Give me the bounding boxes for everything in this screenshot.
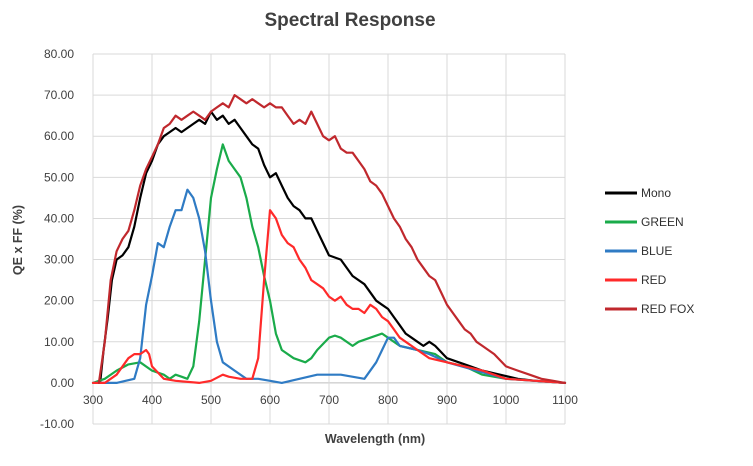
series-line-mono [99,110,567,384]
series-line-red [91,209,567,384]
legend: Mono GREEN BLUE RED RED FOX [605,186,694,316]
x-tick-labels: 300 400 500 600 700 800 900 1000 1100 [83,393,578,407]
y-tick-label: -10.00 [40,417,74,431]
series-line-red-fox [97,94,567,384]
x-tick-label: 300 [83,393,103,407]
chart-gridlines [92,53,566,425]
y-tick-label: 40.00 [44,211,74,225]
y-tick-label: 30.00 [44,253,74,267]
y-tick-label: 0.00 [51,376,75,390]
chart-title: Spectral Response [264,10,435,31]
legend-label: BLUE [641,244,672,258]
legend-label: RED FOX [641,302,694,316]
legend-label: GREEN [641,215,684,229]
x-tick-label: 800 [378,393,398,407]
x-axis-label: Wavelength (nm) [325,432,425,446]
y-tick-label: 70.00 [44,88,74,102]
y-axis-label: QE x FF (%) [11,205,25,275]
x-tick-label: 1000 [493,393,520,407]
legend-label: Mono [641,186,671,200]
y-tick-label: 80.00 [44,47,74,61]
data-series [91,94,567,384]
x-tick-label: 500 [201,393,221,407]
y-tick-label: 60.00 [44,129,74,143]
x-tick-label: 1100 [552,393,578,407]
y-tick-label: 50.00 [44,170,74,184]
y-tick-label: 20.00 [44,294,74,308]
series-line-blue [91,188,567,384]
x-tick-label: 700 [319,393,339,407]
y-tick-label: 10.00 [44,335,74,349]
x-tick-label: 600 [260,393,280,407]
x-tick-label: 400 [142,393,162,407]
x-tick-label: 900 [437,393,457,407]
y-tick-labels: -10.00 0.00 10.00 20.00 30.00 40.00 50.00 60.00… [40,47,74,431]
legend-label: RED [641,273,667,287]
